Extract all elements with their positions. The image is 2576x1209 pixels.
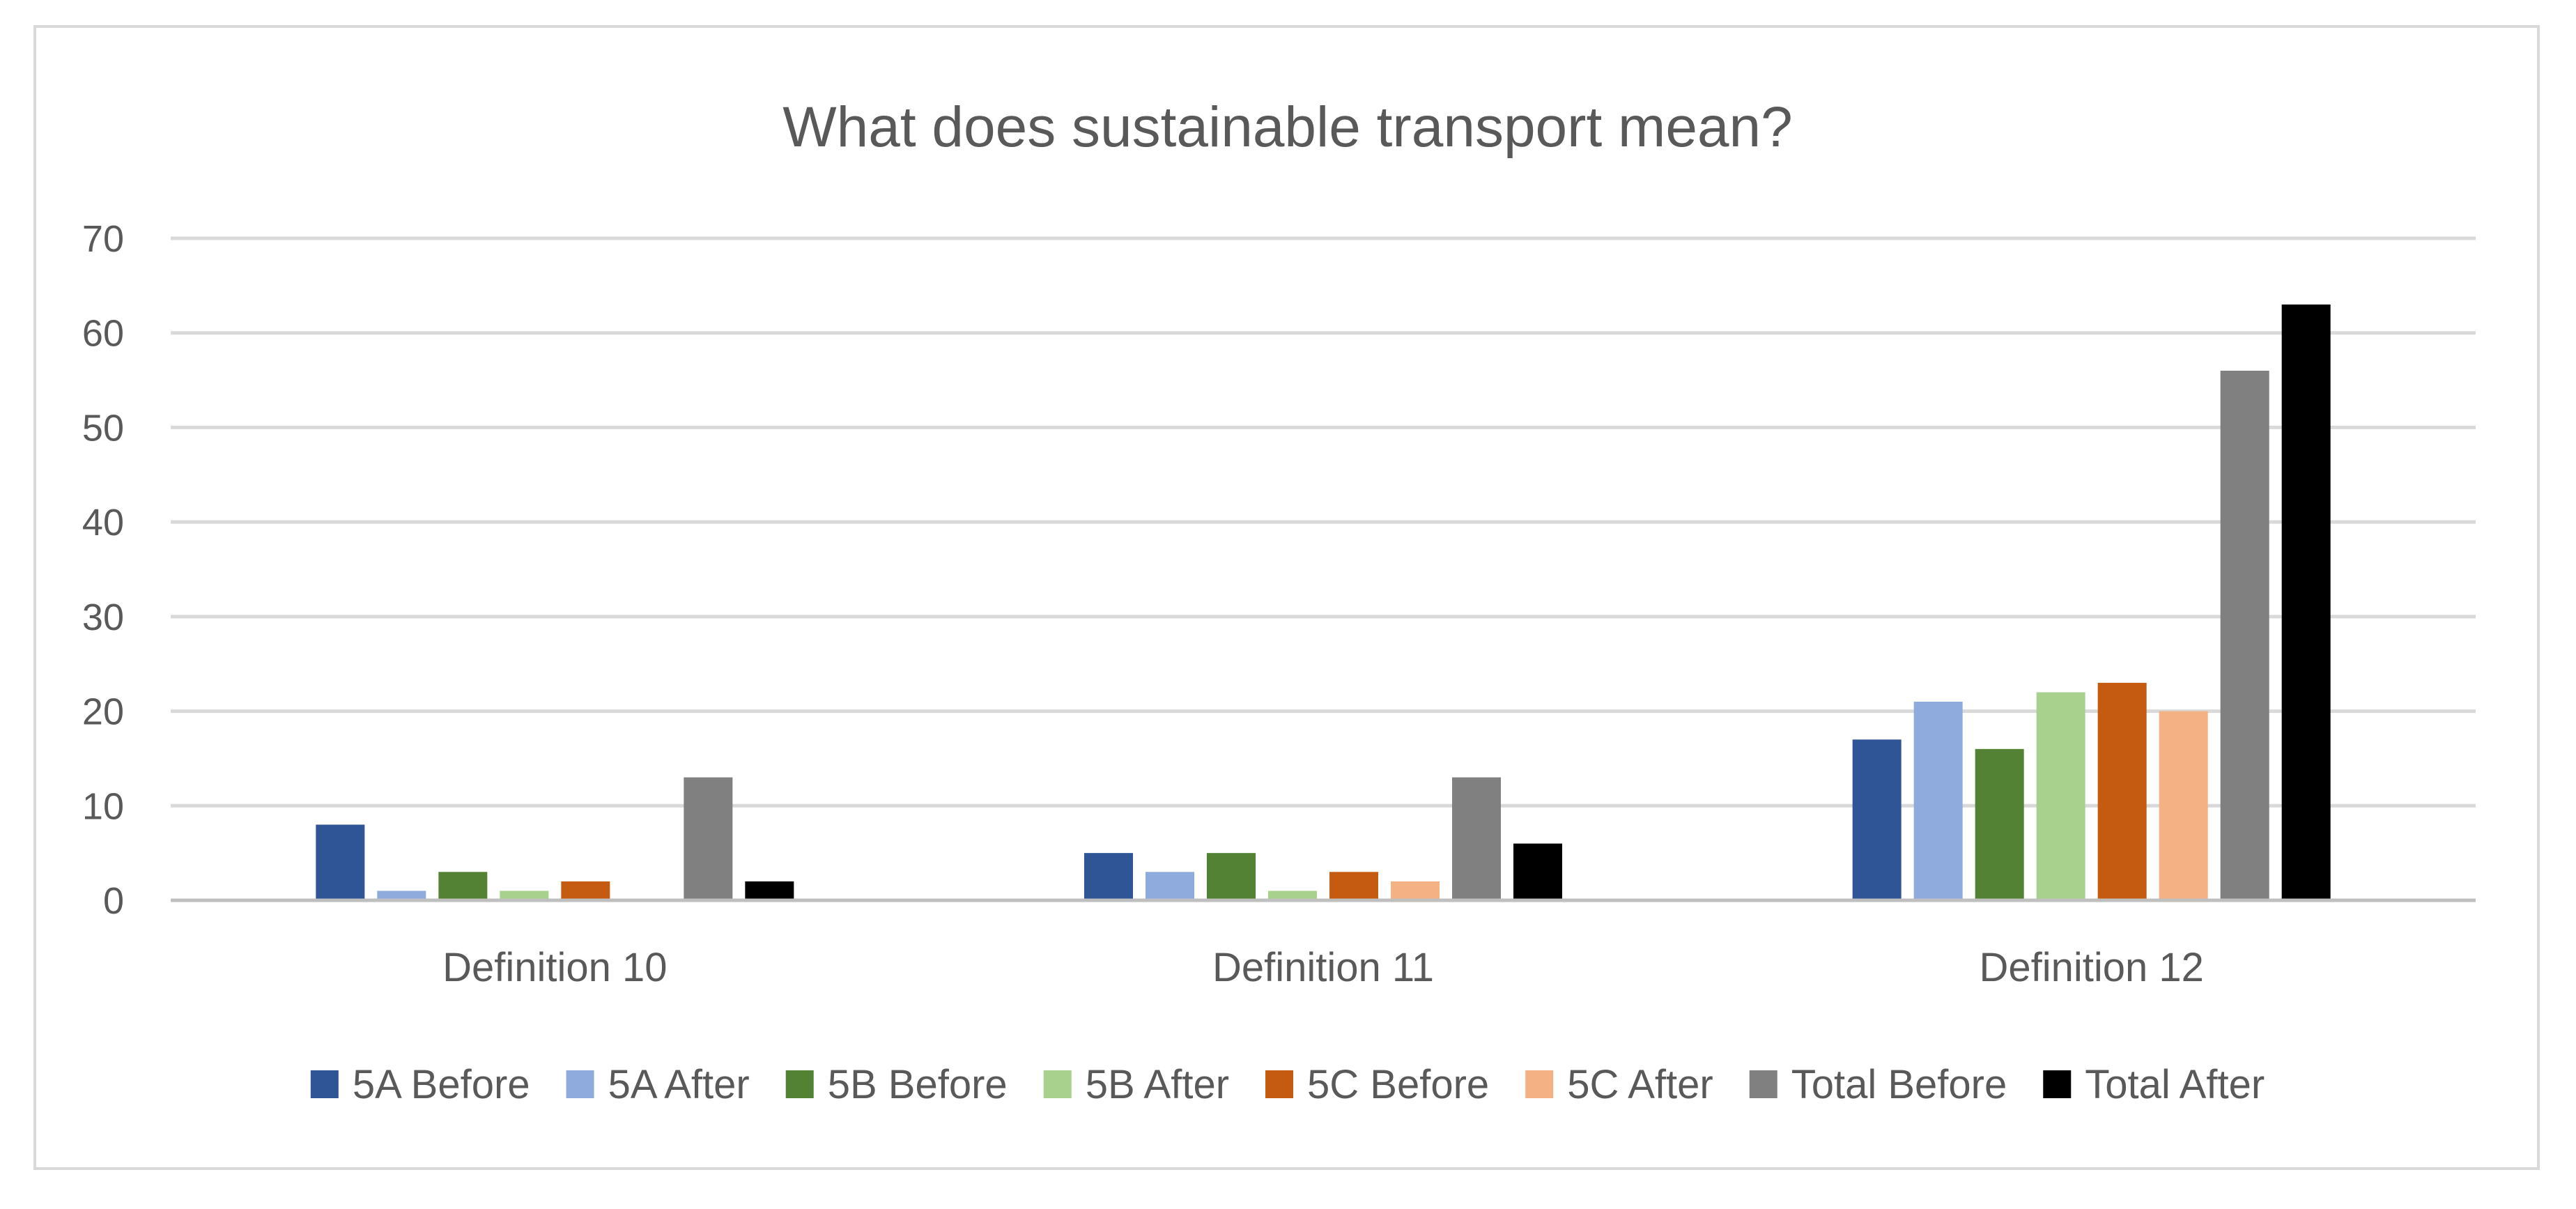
bar [1913,702,1963,900]
legend-item: 5A Before [310,1062,530,1107]
y-tick-label: 60 [82,313,124,355]
x-category-label: Definition 12 [1979,945,2203,990]
legend-swatch [2043,1070,2072,1098]
bars [316,305,2331,900]
bar [2097,682,2147,900]
legend-label: 5B After [1086,1062,1229,1107]
bar [1146,872,1194,900]
legend-item: 5C After [1525,1062,1713,1107]
legend-item: 5A After [566,1062,750,1107]
legend-swatch [1043,1070,1072,1098]
bar [2036,692,2085,900]
legend-label: Total After [2085,1062,2265,1107]
y-tick-label: 40 [82,502,124,544]
y-tick-label: 20 [82,691,124,733]
y-tick-label: 50 [82,407,124,449]
legend-label: 5C After [1567,1062,1713,1107]
x-axis-categories: Definition 10 Definition 11 Definition 12 [442,945,2204,990]
bar [561,881,610,900]
legend: 5A Before 5A After 5B Before 5B After 5C Bef… [310,1062,2265,1107]
legend-label: 5A After [608,1062,750,1107]
bar [2220,371,2269,900]
bar [1852,739,1902,900]
bar [684,777,733,900]
bar [1391,881,1440,900]
legend-swatch [785,1070,814,1098]
legend-swatch [1525,1070,1554,1098]
legend-label: 5A Before [353,1062,530,1107]
legend-label: 5C Before [1307,1062,1489,1107]
chart-title: What does sustainable transport mean? [782,95,1793,159]
bar [745,881,794,900]
bar [438,872,488,900]
y-tick-label: 70 [82,218,124,260]
legend-label: Total Before [1791,1062,2007,1107]
bar [1084,853,1133,900]
legend-swatch [310,1070,339,1098]
bar [1329,872,1378,900]
bar [1452,777,1501,900]
bar [316,824,365,900]
bar [1207,853,1256,900]
gridlines [171,236,2476,808]
legend-item: 5B After [1043,1062,1229,1107]
y-tick-label: 10 [82,785,124,827]
bar [1975,748,2024,900]
x-category-label: Definition 10 [442,945,667,990]
y-tick-label: 30 [82,596,124,638]
legend-item: Total After [2043,1062,2265,1107]
bar [2281,305,2331,900]
legend-item: 5B Before [785,1062,1008,1107]
legend-item: Total Before [1749,1062,2007,1107]
bar [2159,711,2208,900]
legend-swatch [1265,1070,1294,1098]
legend-swatch [566,1070,594,1098]
bar [377,891,426,900]
chart-frame [33,25,2540,1170]
x-category-label: Definition 11 [1212,945,1434,990]
legend-item: 5C Before [1265,1062,1489,1107]
bar [1268,891,1317,900]
bar [1513,843,1562,900]
legend-swatch [1749,1070,1777,1098]
bar [500,891,549,900]
legend-label: 5B Before [828,1062,1008,1107]
y-tick-label: 0 [103,880,124,922]
y-axis-ticks: 0 10 20 30 40 50 60 70 [82,218,124,922]
